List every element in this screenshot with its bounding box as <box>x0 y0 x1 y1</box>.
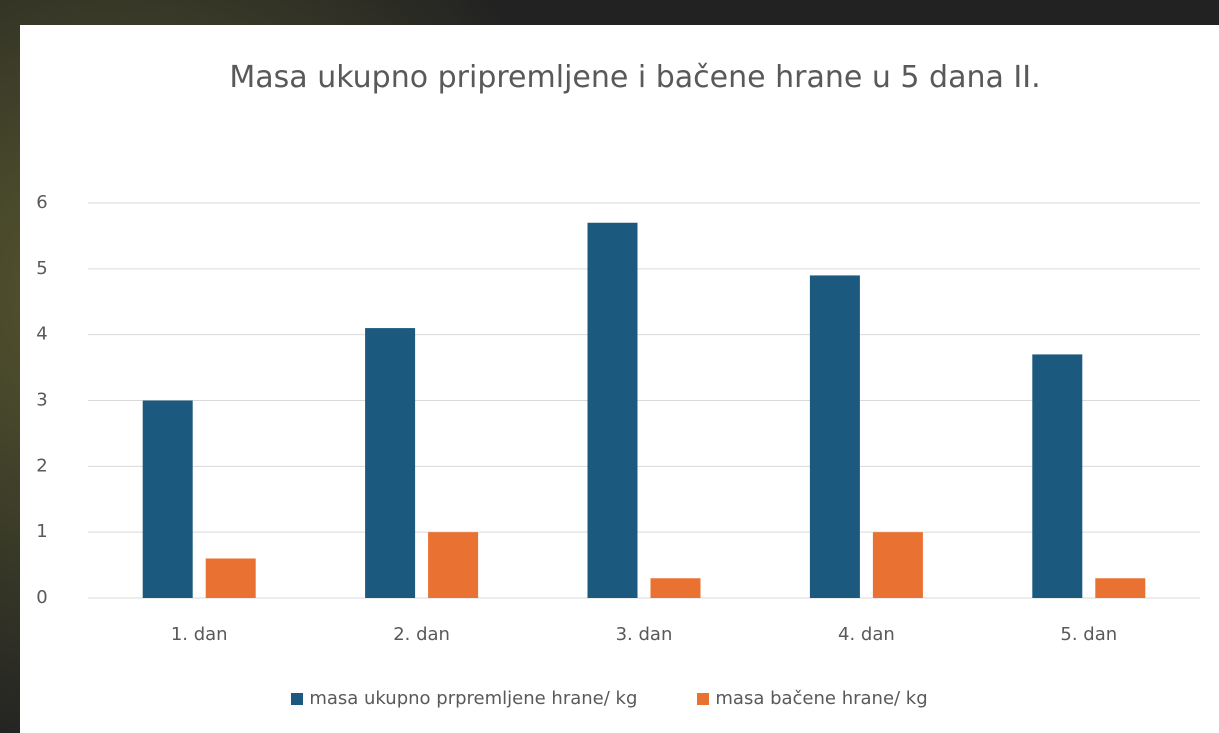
y-tick-label: 2 <box>36 455 47 476</box>
bar <box>651 578 701 598</box>
legend-item: masa bačene hrane/ kg <box>697 688 927 709</box>
bar <box>143 401 193 599</box>
bar <box>1032 354 1082 598</box>
legend: masa ukupno prpremljene hrane/ kg masa ba… <box>0 688 1219 709</box>
bar <box>810 275 860 598</box>
bar <box>206 559 256 599</box>
y-tick-label: 5 <box>36 258 47 279</box>
x-tick-label: 4. dan <box>838 624 895 645</box>
y-tick-label: 0 <box>36 587 47 608</box>
legend-item: masa ukupno prpremljene hrane/ kg <box>291 688 637 709</box>
legend-swatch <box>291 693 303 705</box>
x-tick-label: 1. dan <box>171 624 228 645</box>
x-tick-label: 3. dan <box>616 624 673 645</box>
legend-label: masa ukupno prpremljene hrane/ kg <box>309 688 637 709</box>
page: {"chart_data": {"type": "bar", "title": … <box>0 0 1219 733</box>
bar <box>1095 578 1145 598</box>
bar <box>365 328 415 598</box>
x-tick-label: 2. dan <box>393 624 450 645</box>
legend-swatch <box>697 693 709 705</box>
y-tick-label: 1 <box>36 521 47 542</box>
bar <box>428 532 478 598</box>
bar <box>873 532 923 598</box>
y-tick-label: 4 <box>36 324 47 345</box>
legend-label: masa bačene hrane/ kg <box>715 688 927 709</box>
x-tick-label: 5. dan <box>1060 624 1117 645</box>
y-tick-label: 6 <box>36 192 47 213</box>
bar <box>588 223 638 598</box>
y-tick-label: 3 <box>36 390 47 411</box>
chart: 0 1 2 3 4 5 6 1. dan 2. dan 3. dan 4. dan 5. dan <box>0 0 1219 733</box>
